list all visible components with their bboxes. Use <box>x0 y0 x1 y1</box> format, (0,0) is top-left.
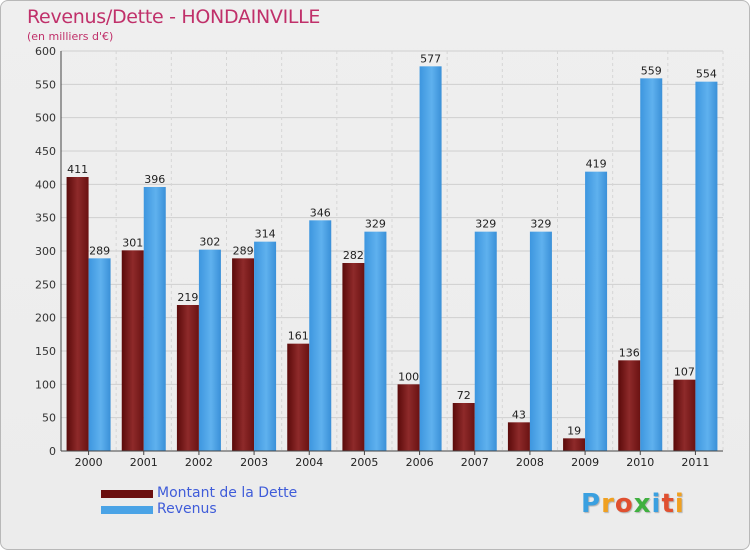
data-label-dette: 43 <box>512 408 526 421</box>
data-label-revenus: 554 <box>696 68 717 81</box>
bar-revenus <box>585 171 608 451</box>
bar-revenus <box>309 220 332 451</box>
bar-dette <box>397 384 420 451</box>
data-label-dette: 282 <box>343 249 364 262</box>
data-label-revenus: 419 <box>586 158 607 171</box>
logo-letter: o <box>614 489 634 519</box>
bar-dette <box>507 422 530 451</box>
y-tick-label: 0 <box>49 445 56 458</box>
logo-letter: i <box>674 489 685 519</box>
data-label-revenus: 396 <box>144 173 165 186</box>
data-label-revenus: 289 <box>89 244 110 257</box>
logo-letter: r <box>601 489 615 519</box>
legend-label-debt: Montant de la Dette <box>157 485 298 501</box>
bar-revenus <box>419 66 442 451</box>
legend-swatch-revenus <box>101 506 153 514</box>
data-label-revenus: 559 <box>641 64 662 77</box>
bar-dette <box>66 177 89 451</box>
y-tick-label: 50 <box>42 412 56 425</box>
data-label-revenus: 314 <box>255 228 276 241</box>
y-tick-label: 400 <box>35 178 56 191</box>
y-tick-label: 500 <box>35 112 56 125</box>
bar-dette <box>287 343 310 451</box>
x-tick-label: 2009 <box>571 456 599 469</box>
bar-dette <box>618 360 641 451</box>
data-label-revenus: 329 <box>530 218 551 231</box>
bar-dette <box>342 263 365 451</box>
data-label-dette: 411 <box>67 163 88 176</box>
y-tick-label: 150 <box>35 345 56 358</box>
data-label-dette: 19 <box>567 424 581 437</box>
x-tick-label: 2005 <box>350 456 378 469</box>
y-tick-label: 250 <box>35 278 56 291</box>
logo-letter: i <box>651 489 662 519</box>
bar-revenus <box>364 231 387 451</box>
data-label-dette: 100 <box>398 370 419 383</box>
legend-swatch-debt <box>101 490 153 498</box>
proxiti-logo: Proxiti <box>581 489 685 519</box>
bar-dette <box>563 438 586 451</box>
bar-revenus <box>254 241 277 451</box>
legend-label-revenus: Revenus <box>157 501 217 517</box>
bar-revenus <box>198 249 221 451</box>
x-tick-label: 2003 <box>240 456 268 469</box>
data-label-revenus: 346 <box>310 206 331 219</box>
bar-revenus <box>695 81 718 452</box>
data-label-dette: 289 <box>233 244 254 257</box>
bar-dette <box>176 305 199 451</box>
data-label-dette: 161 <box>288 330 309 343</box>
x-tick-label: 2010 <box>626 456 654 469</box>
bar-dette <box>121 250 144 451</box>
logo-letter: P <box>581 489 602 519</box>
y-tick-label: 100 <box>35 378 56 391</box>
data-label-revenus: 302 <box>199 236 220 249</box>
y-tick-label: 350 <box>35 212 56 225</box>
bar-revenus <box>640 78 663 451</box>
data-label-dette: 219 <box>177 291 198 304</box>
y-tick-label: 300 <box>35 245 56 258</box>
x-tick-label: 2007 <box>461 456 489 469</box>
x-tick-label: 2002 <box>185 456 213 469</box>
x-tick-label: 2004 <box>295 456 323 469</box>
x-tick-label: 2000 <box>75 456 103 469</box>
data-label-dette: 136 <box>619 346 640 359</box>
bar-revenus <box>529 231 552 451</box>
x-tick-label: 2011 <box>681 456 709 469</box>
x-tick-label: 2006 <box>406 456 434 469</box>
bar-dette <box>673 379 696 451</box>
data-label-revenus: 577 <box>420 52 441 65</box>
bar-dette <box>232 258 255 451</box>
y-tick-label: 450 <box>35 145 56 158</box>
logo-letter: t <box>661 489 675 519</box>
y-tick-label: 550 <box>35 78 56 91</box>
bar-dette <box>452 403 475 451</box>
bar-revenus <box>474 231 497 451</box>
data-label-revenus: 329 <box>475 218 496 231</box>
data-label-revenus: 329 <box>365 218 386 231</box>
y-tick-label: 200 <box>35 312 56 325</box>
y-tick-label: 600 <box>35 45 56 58</box>
data-label-dette: 107 <box>674 366 695 379</box>
logo-letter: x <box>633 489 652 519</box>
data-label-dette: 72 <box>457 389 471 402</box>
chart-title: Revenus/Dette - HONDAINVILLE <box>27 6 321 28</box>
data-label-dette: 301 <box>122 236 143 249</box>
x-tick-label: 2001 <box>130 456 158 469</box>
bar-revenus <box>143 187 166 451</box>
bar-revenus <box>88 258 111 451</box>
x-tick-label: 2008 <box>516 456 544 469</box>
chart-subtitle: (en milliers d'€) <box>27 30 114 43</box>
